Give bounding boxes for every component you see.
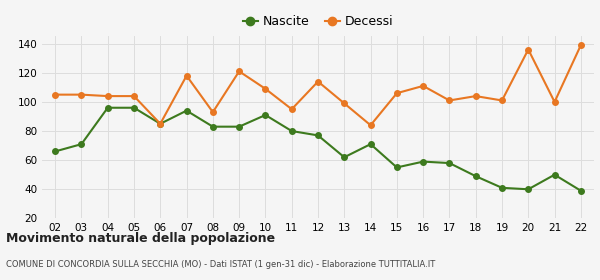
Text: Movimento naturale della popolazione: Movimento naturale della popolazione [6,232,275,245]
Legend: Nascite, Decessi: Nascite, Decessi [238,10,398,33]
Text: COMUNE DI CONCORDIA SULLA SECCHIA (MO) - Dati ISTAT (1 gen-31 dic) - Elaborazion: COMUNE DI CONCORDIA SULLA SECCHIA (MO) -… [6,260,435,269]
